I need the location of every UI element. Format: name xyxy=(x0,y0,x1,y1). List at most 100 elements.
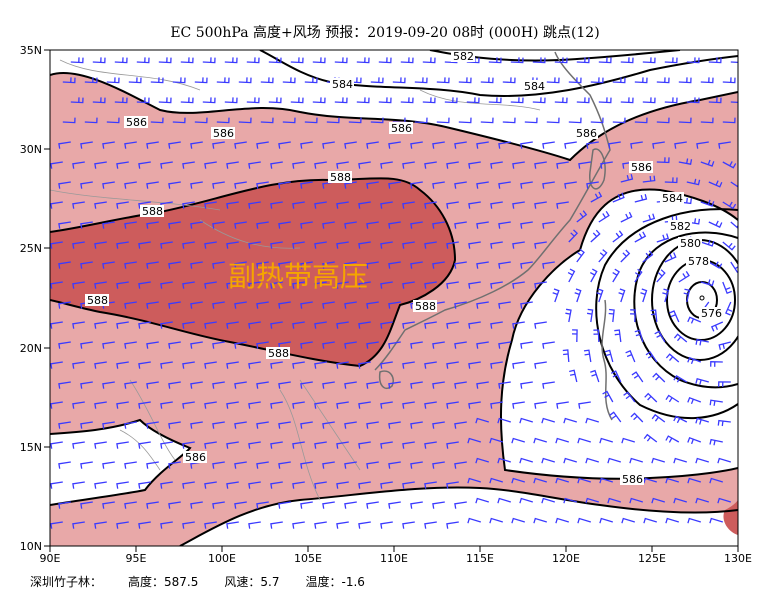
x-axis-labels: 90E 95E 100E 105E 110E 115E 120E 125E 13… xyxy=(40,552,752,565)
wind-barb xyxy=(520,261,533,269)
wind-barb xyxy=(80,141,93,149)
wind-barb xyxy=(488,57,502,64)
wind-barb xyxy=(730,61,738,64)
wind-barb xyxy=(72,201,85,209)
wind-barb xyxy=(168,381,181,389)
contour-label-586: 586 xyxy=(185,451,206,464)
wind-barb xyxy=(520,381,533,389)
wind-barb xyxy=(695,457,709,464)
wind-barb xyxy=(480,77,494,84)
wind-barb xyxy=(562,349,570,363)
y-tick-20n: 20N xyxy=(20,342,42,355)
wind-barb xyxy=(458,117,472,124)
wind-barb xyxy=(446,521,459,529)
wind-barb xyxy=(696,141,709,149)
wind-barb xyxy=(512,361,525,369)
wind-barb xyxy=(102,421,115,429)
wind-barb xyxy=(586,141,599,149)
wind-barb xyxy=(695,417,709,425)
wind-barb xyxy=(190,261,203,269)
contour-586-east xyxy=(500,188,738,480)
wind-barb xyxy=(204,401,217,409)
china-coast xyxy=(374,51,611,371)
wind-barb xyxy=(618,288,626,303)
wind-barb xyxy=(590,229,601,243)
wind-barb xyxy=(512,321,525,329)
contour-588 xyxy=(50,177,457,368)
wind-barb xyxy=(388,141,401,149)
wind-barb xyxy=(366,381,379,389)
wind-barb xyxy=(116,521,129,529)
wind-barb xyxy=(226,441,239,449)
temp-label: 温度： xyxy=(305,575,342,589)
wind-barb xyxy=(168,141,181,149)
wind-barb xyxy=(498,301,511,309)
wind-barb xyxy=(124,181,137,189)
wind-barb xyxy=(366,421,379,429)
wind-barb xyxy=(542,261,555,269)
wind-barb xyxy=(94,481,107,489)
y-tick-25n: 25N xyxy=(20,242,42,255)
wind-barb xyxy=(642,57,656,64)
wind-barb xyxy=(708,220,723,228)
wind-barb xyxy=(665,353,680,363)
wind-barb xyxy=(278,141,291,149)
contour-label-584: 584 xyxy=(524,80,545,93)
border-5 xyxy=(129,379,176,461)
wind-barb xyxy=(356,57,370,64)
wind-barb xyxy=(314,281,327,289)
wind-barb xyxy=(424,201,437,209)
wind-barb xyxy=(424,521,437,529)
wind-barb xyxy=(577,437,591,444)
x-tick-130e: 130E xyxy=(724,552,752,565)
x-tick-90e: 90E xyxy=(40,552,61,565)
wind-barb xyxy=(402,401,415,409)
wind-barb xyxy=(224,97,238,104)
wind-barb xyxy=(270,481,283,489)
wind-barb xyxy=(234,181,247,189)
wind-barb xyxy=(58,341,71,349)
wind-barb xyxy=(94,161,107,169)
wind-barb xyxy=(497,417,511,424)
wind-barb xyxy=(662,288,670,303)
wind-barb xyxy=(410,261,423,269)
wind-barb xyxy=(124,221,137,229)
wind-barb xyxy=(388,461,401,469)
wind-barb xyxy=(124,141,137,149)
wind-barb xyxy=(224,57,238,64)
wind-barb xyxy=(665,435,680,443)
wind-barb xyxy=(146,141,159,149)
wind-barb xyxy=(124,381,137,389)
wind-barb xyxy=(585,457,599,464)
wind-barb xyxy=(58,141,71,149)
wind-barb xyxy=(358,281,371,289)
wind-barb xyxy=(70,97,84,104)
wind-barb xyxy=(270,401,283,409)
wind-barb xyxy=(290,97,304,104)
wind-barb xyxy=(454,381,467,389)
wind-barb xyxy=(388,181,401,189)
wind-barb xyxy=(446,481,459,489)
wind-barb xyxy=(520,221,533,229)
wind-barb xyxy=(202,97,216,104)
border-7 xyxy=(59,59,201,91)
wind-barb xyxy=(586,181,599,189)
wind-barb xyxy=(270,321,283,329)
wind-barb xyxy=(256,141,269,149)
wind-barb xyxy=(204,281,217,289)
wind-barb xyxy=(467,477,481,484)
wind-barb xyxy=(476,301,489,309)
contour-label-576: 576 xyxy=(701,307,722,320)
wind-barb xyxy=(700,117,714,124)
wind-barb xyxy=(612,117,626,124)
wind-barb xyxy=(322,261,335,269)
height-label: 高度： xyxy=(128,575,165,589)
wind-barb xyxy=(593,329,600,343)
wind-barb xyxy=(146,461,159,469)
wind-barb xyxy=(182,321,195,329)
border-8 xyxy=(419,89,541,111)
wind-barb xyxy=(270,241,283,249)
wind-barb xyxy=(678,158,693,165)
wind-barb xyxy=(578,401,591,409)
wind-barb xyxy=(400,97,414,104)
